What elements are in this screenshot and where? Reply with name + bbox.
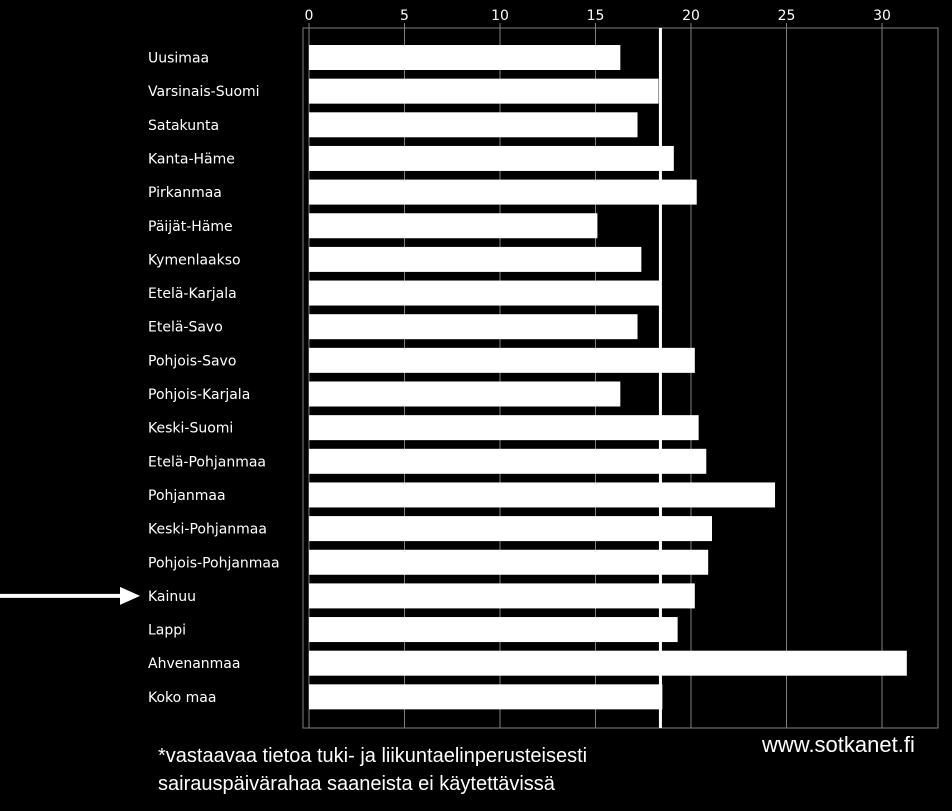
bar-6 xyxy=(309,246,642,272)
tick-label-0: 0 xyxy=(305,8,314,24)
bar-chart: 0 5 10 15 20 25 30 Uusimaa Varsinais-Suomi Satak… xyxy=(0,8,939,729)
category-label-6: Kymenlaakso xyxy=(148,252,241,268)
category-label-11: Keski-Suomi xyxy=(148,421,233,437)
tick-label-30: 30 xyxy=(873,8,891,24)
category-label-7: Etelä-Karjala xyxy=(148,286,237,302)
bar-2 xyxy=(309,112,638,138)
bars xyxy=(309,45,907,710)
plot-frame xyxy=(302,27,939,729)
category-label-8: Etelä-Savo xyxy=(148,320,223,336)
x-axis-ticks: 0 5 10 15 20 25 30 xyxy=(305,8,891,28)
grid-lines xyxy=(302,27,939,729)
footnote-line-2: sairauspäivärahaa saaneista ei käytettäv… xyxy=(158,773,555,795)
bar-9 xyxy=(309,347,695,373)
bar-19 xyxy=(309,684,663,710)
bar-11 xyxy=(309,415,699,441)
category-label-9: Pohjois-Savo xyxy=(148,353,236,369)
bar-15 xyxy=(309,549,709,575)
category-label-18: Ahvenanmaa xyxy=(148,656,240,672)
tick-label-5: 5 xyxy=(400,8,409,24)
category-label-0: Uusimaa xyxy=(148,51,209,67)
category-label-2: Satakunta xyxy=(148,118,219,134)
bar-18 xyxy=(309,650,907,676)
bar-0 xyxy=(309,45,621,70)
category-label-17: Lappi xyxy=(148,623,186,639)
bar-5 xyxy=(309,213,598,239)
bar-7 xyxy=(309,280,661,306)
footnote-line-1: *vastaavaa tietoa tuki- ja liikuntaelinp… xyxy=(158,745,588,767)
tick-label-15: 15 xyxy=(587,8,605,24)
bar-16 xyxy=(309,583,695,609)
source-label: www.sotkanet.fi xyxy=(762,732,915,757)
highlight-arrow-head xyxy=(120,586,140,605)
category-label-5: Päijät-Häme xyxy=(148,219,233,235)
category-label-12: Etelä-Pohjanmaa xyxy=(148,454,266,470)
bar-8 xyxy=(309,314,638,340)
bar-10 xyxy=(309,381,621,407)
tick-label-25: 25 xyxy=(778,8,796,24)
category-label-16: Kainuu xyxy=(148,589,196,605)
category-label-15: Pohjois-Pohjanmaa xyxy=(148,555,280,571)
bar-17 xyxy=(309,617,678,643)
bar-1 xyxy=(309,78,659,104)
category-label-14: Keski-Pohjanmaa xyxy=(148,522,267,538)
category-label-3: Kanta-Häme xyxy=(148,151,235,167)
footnote: *vastaavaa tietoa tuki- ja liikuntaelinp… xyxy=(158,742,718,798)
tick-label-10: 10 xyxy=(491,8,509,24)
bar-14 xyxy=(309,516,713,542)
tick-label-20: 20 xyxy=(682,8,700,24)
category-label-19: Koko maa xyxy=(148,690,216,706)
bar-3 xyxy=(309,145,674,171)
bar-13 xyxy=(309,482,776,508)
bar-12 xyxy=(309,448,707,474)
bar-4 xyxy=(309,179,697,205)
highlight-arrow-group xyxy=(0,586,140,605)
category-label-13: Pohjanmaa xyxy=(148,488,226,504)
category-label-10: Pohjois-Karjala xyxy=(148,387,250,403)
category-labels: Uusimaa Varsinais-Suomi Satakunta Kanta-Häm… xyxy=(148,51,280,706)
category-label-4: Pirkanmaa xyxy=(148,185,222,201)
category-label-1: Varsinais-Suomi xyxy=(148,84,260,100)
